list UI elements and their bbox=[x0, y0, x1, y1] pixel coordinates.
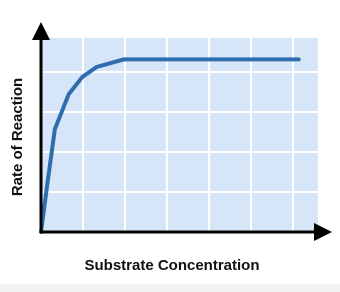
grid bbox=[41, 38, 318, 232]
x-axis-label: Substrate Concentration bbox=[84, 257, 259, 274]
marks bbox=[39, 57, 301, 234]
x-arrow bbox=[314, 223, 332, 241]
y-axis-label: Rate of Reaction bbox=[9, 78, 26, 196]
y-arrow bbox=[32, 22, 50, 40]
plot-background bbox=[41, 38, 318, 232]
data-line bbox=[39, 57, 301, 234]
bottom-strip bbox=[0, 284, 340, 292]
